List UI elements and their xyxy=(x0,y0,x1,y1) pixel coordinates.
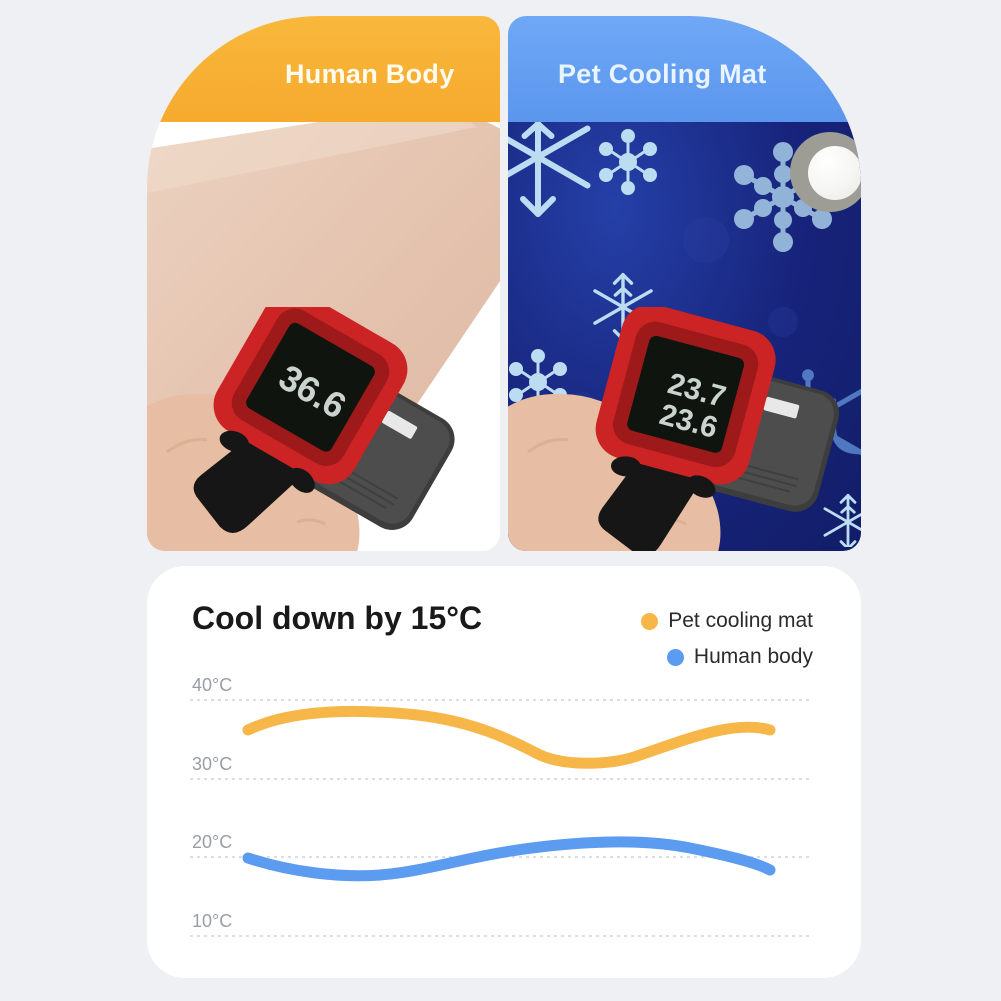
svg-text:10°C: 10°C xyxy=(192,911,232,931)
svg-text:40°C: 40°C xyxy=(192,675,232,695)
svg-text:20°C: 20°C xyxy=(192,832,232,852)
svg-text:30°C: 30°C xyxy=(192,754,232,774)
